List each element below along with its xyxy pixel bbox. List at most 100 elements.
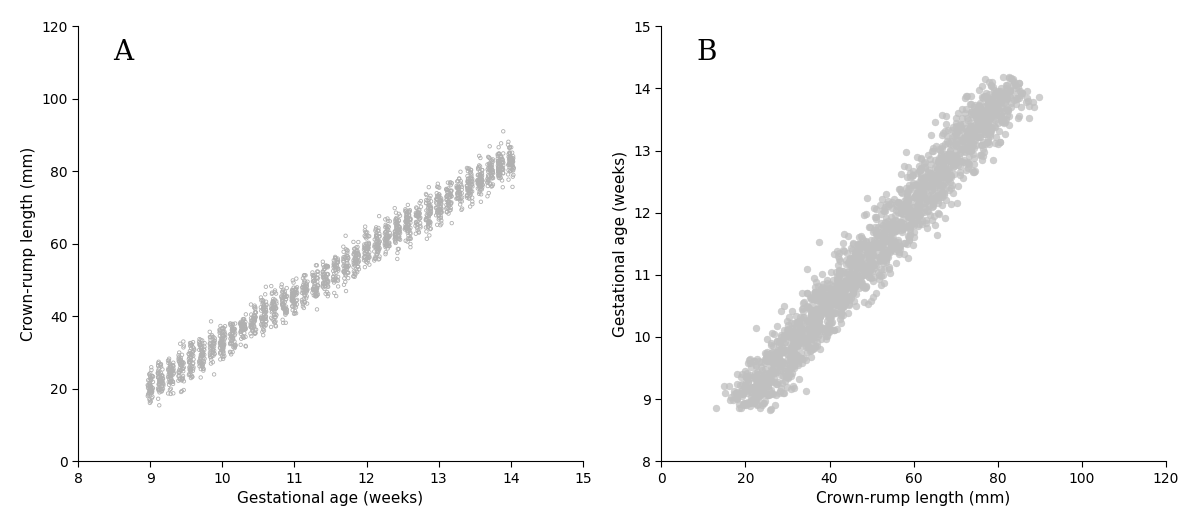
Point: [264, 303, 283, 311]
Point: [493, 156, 512, 164]
Point: [787, 356, 806, 365]
Point: [295, 298, 314, 306]
Point: [721, 396, 740, 404]
Point: [745, 394, 764, 402]
Point: [480, 160, 499, 168]
Point: [266, 311, 286, 319]
Point: [806, 308, 826, 317]
Point: [149, 369, 168, 378]
Point: [234, 315, 253, 324]
Point: [274, 304, 293, 313]
Point: [962, 99, 982, 108]
Point: [242, 324, 262, 332]
Point: [263, 300, 282, 308]
Point: [205, 346, 224, 355]
Point: [245, 316, 264, 325]
Point: [400, 211, 419, 219]
Point: [149, 373, 168, 382]
Point: [779, 327, 798, 335]
Point: [427, 220, 446, 229]
Point: [152, 382, 172, 390]
Point: [1002, 76, 1021, 85]
Point: [762, 366, 781, 375]
Point: [388, 223, 407, 231]
Point: [295, 276, 314, 285]
Point: [438, 199, 457, 207]
Point: [251, 294, 270, 302]
Point: [305, 271, 324, 279]
Point: [880, 220, 899, 229]
Point: [876, 256, 895, 265]
Point: [874, 206, 893, 214]
Point: [335, 267, 354, 275]
Point: [790, 317, 809, 325]
Point: [140, 379, 160, 387]
Point: [768, 322, 787, 330]
Point: [308, 270, 328, 279]
Point: [406, 221, 425, 230]
Point: [463, 198, 482, 206]
Point: [398, 234, 418, 242]
Point: [793, 305, 812, 314]
Point: [793, 304, 812, 313]
Point: [871, 223, 890, 232]
Point: [427, 191, 446, 200]
Point: [286, 309, 305, 317]
Point: [283, 289, 302, 297]
Point: [942, 126, 961, 134]
Point: [222, 336, 241, 345]
Point: [881, 269, 900, 277]
Point: [428, 206, 448, 214]
Point: [853, 265, 872, 274]
Point: [418, 214, 437, 222]
Point: [904, 202, 923, 211]
Point: [946, 141, 965, 150]
Point: [266, 304, 286, 313]
Point: [764, 374, 784, 382]
Point: [451, 179, 470, 188]
Point: [985, 86, 1004, 94]
Point: [928, 177, 947, 186]
Point: [222, 322, 241, 330]
Point: [325, 275, 344, 284]
Point: [941, 183, 960, 192]
Point: [844, 288, 863, 296]
Point: [161, 374, 180, 382]
Point: [254, 304, 274, 312]
Point: [150, 370, 169, 378]
Point: [889, 199, 908, 208]
Point: [347, 254, 366, 262]
Point: [401, 243, 420, 251]
Point: [856, 270, 875, 279]
Point: [370, 232, 389, 241]
Point: [385, 219, 404, 228]
Point: [481, 179, 500, 188]
Point: [774, 331, 793, 339]
Point: [150, 378, 169, 386]
Point: [922, 169, 941, 178]
Point: [161, 385, 180, 393]
Point: [397, 213, 416, 222]
Point: [833, 267, 852, 276]
Point: [470, 171, 490, 180]
Point: [499, 144, 518, 152]
Point: [925, 171, 944, 180]
Point: [851, 242, 870, 251]
Point: [222, 332, 241, 340]
Point: [348, 262, 367, 271]
Point: [440, 191, 460, 199]
Point: [828, 282, 847, 291]
Point: [907, 216, 926, 224]
Point: [328, 255, 347, 263]
Point: [265, 305, 284, 313]
Point: [389, 231, 408, 240]
Point: [398, 229, 418, 237]
Point: [827, 300, 846, 309]
Point: [863, 261, 882, 270]
Point: [979, 90, 998, 99]
Point: [482, 166, 502, 174]
Point: [335, 274, 354, 282]
Point: [888, 235, 907, 243]
Point: [149, 366, 168, 375]
Point: [870, 252, 889, 261]
